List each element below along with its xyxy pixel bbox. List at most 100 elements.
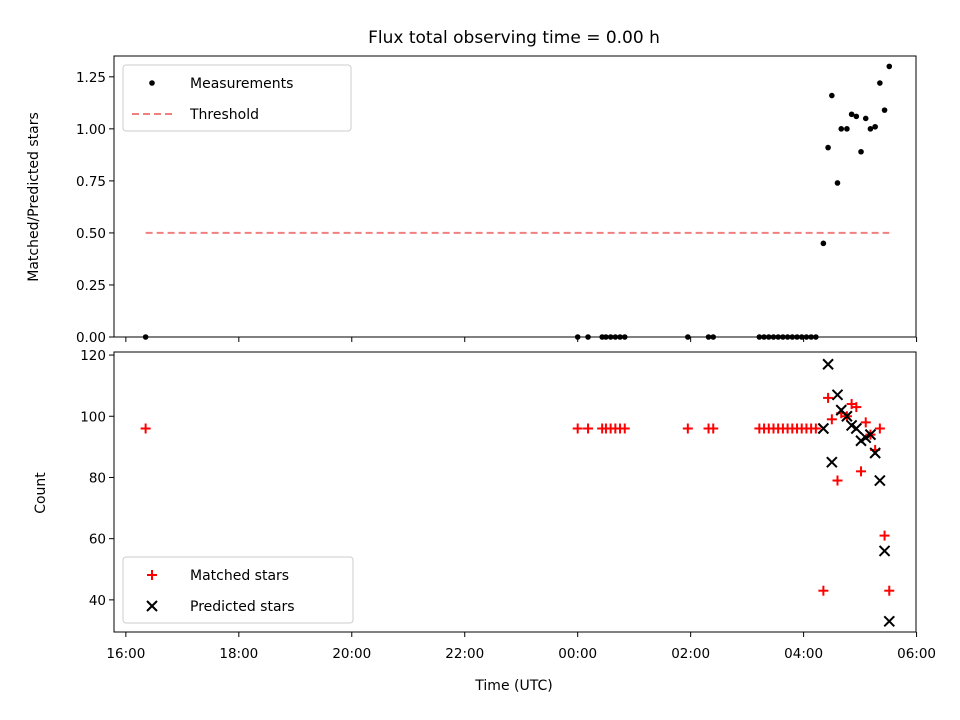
measurement-point [813,334,819,340]
measurement-point [820,240,827,247]
measurement-point [829,92,835,99]
matched-star-marker [826,414,837,425]
predicted-star-marker [826,456,838,468]
matched-star-marker [884,585,895,596]
legend-entry-label: Matched stars [190,568,289,584]
predicted-star-marker [822,358,834,370]
measurement-point [825,144,831,151]
measurement-point [607,334,614,340]
top-y-tick-label: 1.25 [76,70,106,86]
x-tick-label: 04:00 [784,646,823,662]
bottom-y-tick-label: 120 [80,348,106,364]
matched-star-marker [860,417,871,428]
matched-star-marker [619,423,630,434]
bottom-axes-frame [113,351,917,633]
predicted-star-marker [869,447,881,459]
bottom-y-tick-label: 60 [89,532,106,548]
measurement-point [848,111,855,118]
measurement-point [756,334,763,340]
top-legend: Measurements Threshold [122,64,352,132]
bottom-y-axis-label: Count [33,472,49,514]
legend-predicted-swatch [146,600,158,612]
measurement-point [574,334,581,340]
x-tick-label: 06:00 [897,646,936,662]
bottom-subplot: 16:00 18:00 20:00 22:00 00:00 02:00 04:00 06:00… [80,348,936,662]
legend-matched-swatch [147,570,157,580]
top-subplot: 0.00 0.25 0.50 0.75 1.00 1.25 Measurements Thre… [76,55,918,346]
measurement-point [862,115,869,122]
measurement-point [794,334,800,340]
top-y-tick-label: 0.75 [76,174,106,190]
measurement-point [858,148,864,155]
bottom-legend: Matched stars Predicted stars [122,556,354,624]
x-tick-label: 16:00 [106,646,145,662]
matched-star-marker [682,423,693,434]
legend-entry-label: Measurements [190,76,293,92]
measurement-point [780,334,786,340]
measurement-point [603,334,609,340]
legend-entry-label: Predicted stars [190,599,295,615]
top-axes-frame [113,55,917,338]
matched-star-marker [708,423,719,434]
top-y-tick-label: 0.00 [76,330,106,346]
measurement-point [872,123,878,130]
bottom-y-tick-label: 80 [89,470,106,486]
measurement-point [877,80,883,86]
measurement-point [621,334,628,340]
x-tick-label: 00:00 [558,646,597,662]
matched-star-marker [583,423,594,434]
measurement-point [803,334,810,340]
measurement-point [844,126,850,132]
predicted-star-marker [864,428,877,441]
x-axis-label: Time (UTC) [474,678,552,694]
bottom-y-tick-label: 40 [89,593,106,609]
matched-star-marker [818,585,829,596]
legend-box [122,64,352,132]
measurement-point [612,334,619,340]
matched-star-marker [832,475,843,486]
top-y-axis-label: Matched/Predicted stars [26,112,42,282]
measurement-point [585,334,591,340]
measurement-point [886,63,893,70]
chart-title: Flux total observing time = 0.00 h [368,28,660,48]
measurement-point [617,334,623,340]
top-y-tick-label: 1.00 [76,122,106,138]
matched-star-marker [879,530,890,541]
matched-star-marker [851,402,862,413]
matched-star-marker [823,392,834,403]
top-y-tick-label: 0.50 [76,226,106,242]
measurement-point [765,334,772,340]
x-tick-label: 02:00 [671,646,710,662]
measurement-point [770,334,777,340]
predicted-star-marker [883,615,895,627]
measurement-point [789,334,796,340]
x-tick-label: 22:00 [445,646,484,662]
measurement-point [761,334,767,340]
matched-star-marker [856,466,867,477]
measurement-point [798,334,805,340]
measurement-point [142,334,149,340]
measurement-point [838,126,845,132]
legend-entry-label: Threshold [189,107,259,123]
measurement-point [867,126,874,132]
matched-star-marker [810,423,821,434]
matched-star-marker [572,423,583,434]
x-tick-label: 20:00 [332,646,371,662]
measurement-point [705,334,712,340]
legend-measurement-swatch [149,80,155,86]
measurement-point [710,334,717,340]
measurement-point [834,180,841,186]
top-y-tick-label: 0.25 [76,278,106,294]
predicted-star-marker [850,422,863,435]
measurement-point [808,334,814,340]
bottom-y-tick-label: 100 [80,409,106,425]
predicted-star-marker [831,389,844,401]
measurement-point [853,113,860,120]
measurement-point [881,107,888,113]
measurement-point [784,334,791,340]
x-tick-label: 18:00 [219,646,258,662]
predicted-star-marker [878,545,891,557]
predicted-star-marker [841,410,853,422]
measurement-point [775,334,781,340]
